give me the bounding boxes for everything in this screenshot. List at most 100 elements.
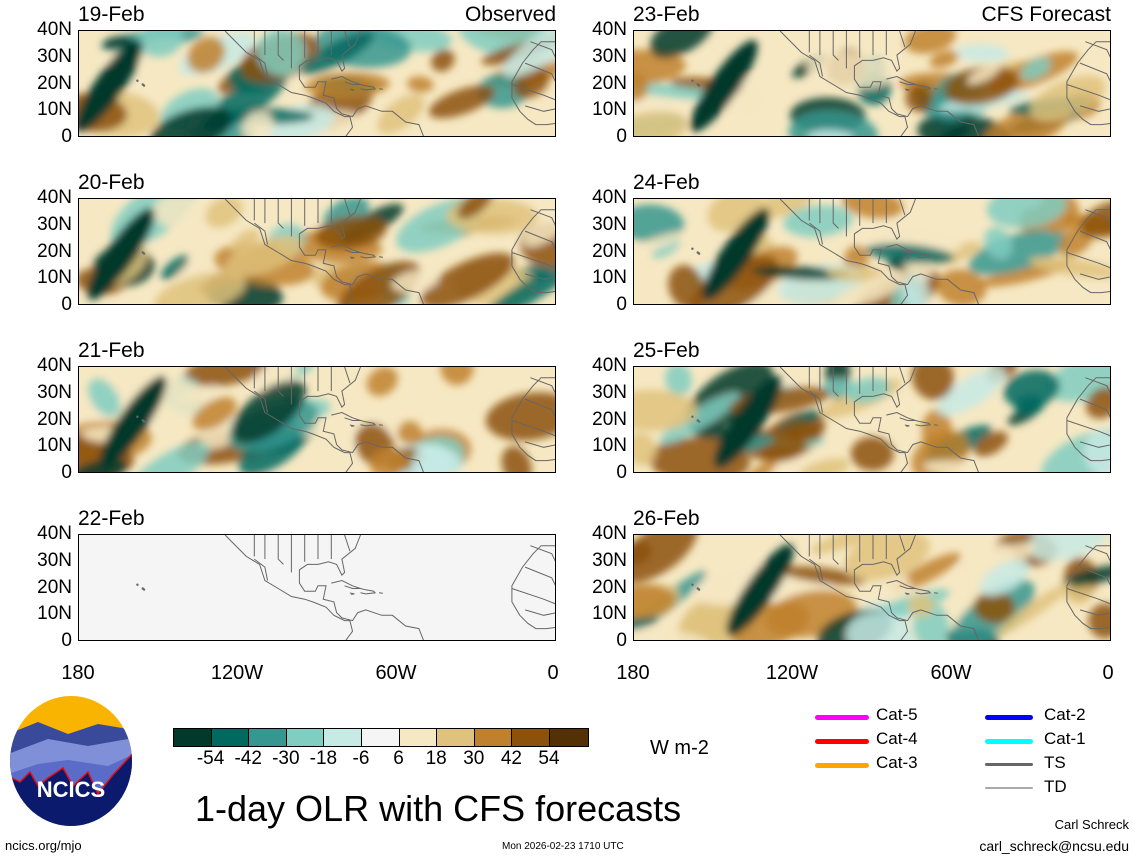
- timestamp: Mon 2026-02-23 1710 UTC: [502, 841, 624, 852]
- suppressed-anomaly: [397, 421, 422, 444]
- coastline: [915, 420, 932, 427]
- colorbar-label: 6: [393, 748, 404, 769]
- suppressed-anomaly: [904, 31, 957, 54]
- coastline: [511, 84, 555, 101]
- suppressed-anomaly: [377, 93, 425, 134]
- convective-anomaly: [807, 129, 854, 136]
- colorbar-swatch: [286, 729, 325, 746]
- convective-anomaly: [484, 265, 555, 304]
- y-tick: 40N: [37, 187, 72, 208]
- panel-type-label: CFS Forecast: [981, 3, 1111, 26]
- hawaii-island: [697, 420, 701, 423]
- colorbar-swatch: [474, 729, 513, 746]
- coastline: [886, 243, 916, 253]
- coastline: [899, 31, 906, 48]
- coastline: [1079, 398, 1110, 418]
- hawaii-island: [691, 247, 694, 250]
- legend-line-cat-1: [985, 739, 1033, 744]
- convective-anomaly: [231, 380, 306, 444]
- y-tick: 30N: [592, 45, 627, 67]
- coastline: [1079, 441, 1110, 448]
- x-tick: 180: [61, 662, 95, 684]
- y-tick: 10N: [592, 603, 627, 625]
- convective-anomaly: [935, 124, 972, 136]
- coastline: [224, 199, 354, 304]
- panel-date: 23-Feb: [633, 3, 700, 26]
- olr-anomaly-field: [634, 199, 1110, 304]
- coastline: [904, 256, 910, 259]
- coastline: [1085, 209, 1110, 226]
- suppressed-anomaly: [954, 543, 1035, 584]
- convective-anomaly: [1013, 394, 1045, 416]
- coastline: [224, 367, 354, 472]
- coastline: [915, 588, 932, 595]
- suppressed-anomaly: [783, 420, 822, 443]
- suppressed-anomaly: [634, 389, 698, 431]
- coastline: [511, 420, 555, 437]
- legend-label: Cat-4: [876, 729, 918, 748]
- y-tick: 10N: [592, 435, 627, 457]
- coastline: [331, 411, 361, 421]
- panel-date: 21-Feb: [78, 339, 145, 362]
- legend-label: Cat-5: [876, 705, 918, 724]
- coastline: [1079, 273, 1110, 280]
- suppressed-anomaly: [634, 540, 652, 565]
- suppressed-anomaly: [634, 111, 688, 136]
- y-tick: 20N: [37, 240, 72, 262]
- hawaii-island: [142, 420, 146, 423]
- coastline: [511, 252, 555, 269]
- colorbar-swatch: [512, 729, 550, 746]
- convective-anomaly: [160, 255, 189, 280]
- suppressed-anomaly: [485, 392, 555, 441]
- author-email[interactable]: carl_schreck@ncsu.edu: [979, 838, 1129, 854]
- colorbar-swatch: [174, 729, 212, 746]
- colorbar-label: -6: [352, 748, 370, 769]
- coastline: [1079, 62, 1110, 82]
- suppressed-anomaly: [634, 535, 698, 583]
- suppressed-anomaly: [923, 460, 1015, 472]
- colorbar-label: -18: [309, 748, 338, 769]
- coastline: [853, 535, 979, 640]
- coastline: [277, 367, 284, 397]
- panel-type-label: Observed: [464, 3, 556, 26]
- coastline: [853, 199, 979, 304]
- coastline: [224, 31, 354, 136]
- coastline: [524, 398, 555, 418]
- coastline: [1066, 41, 1110, 126]
- colorbar-label: -54: [196, 748, 225, 769]
- convective-anomaly: [937, 367, 1006, 416]
- convective-anomaly: [410, 443, 455, 472]
- coastline: [511, 588, 555, 605]
- suppressed-anomaly: [744, 457, 779, 472]
- suppressed-anomaly: [973, 590, 1015, 624]
- legend-label: Cat-2: [1044, 705, 1086, 724]
- coastline: [331, 243, 361, 253]
- convective-anomaly: [634, 83, 722, 100]
- ncics-logo: NCICS: [10, 696, 132, 826]
- y-tick: 20N: [592, 576, 627, 598]
- legend-label: TD: [1044, 777, 1067, 796]
- panel-date: 22-Feb: [78, 507, 145, 530]
- suppressed-anomaly: [184, 367, 267, 387]
- convective-anomaly: [659, 392, 740, 445]
- suppressed-anomaly: [634, 72, 649, 102]
- coastline: [298, 367, 424, 472]
- coastline: [832, 535, 839, 565]
- coastline: [904, 424, 910, 427]
- coastline: [934, 424, 938, 426]
- suppressed-anomaly: [391, 270, 439, 293]
- source-url[interactable]: ncics.org/mjo: [5, 838, 82, 853]
- panel-date: 26-Feb: [633, 507, 700, 530]
- y-tick: 30N: [592, 381, 627, 403]
- convective-anomaly: [665, 367, 692, 396]
- suppressed-anomaly: [995, 582, 1072, 637]
- colorbar-swatch: [211, 729, 250, 746]
- coastline: [253, 54, 268, 77]
- y-tick: 40N: [37, 523, 72, 544]
- colorbar-label: 42: [500, 748, 522, 769]
- suppressed-anomaly: [428, 85, 495, 119]
- x-tick: 120W: [210, 662, 264, 684]
- coastline: [360, 84, 377, 91]
- coastline: [344, 31, 351, 48]
- legend-line-cat-3: [815, 763, 869, 768]
